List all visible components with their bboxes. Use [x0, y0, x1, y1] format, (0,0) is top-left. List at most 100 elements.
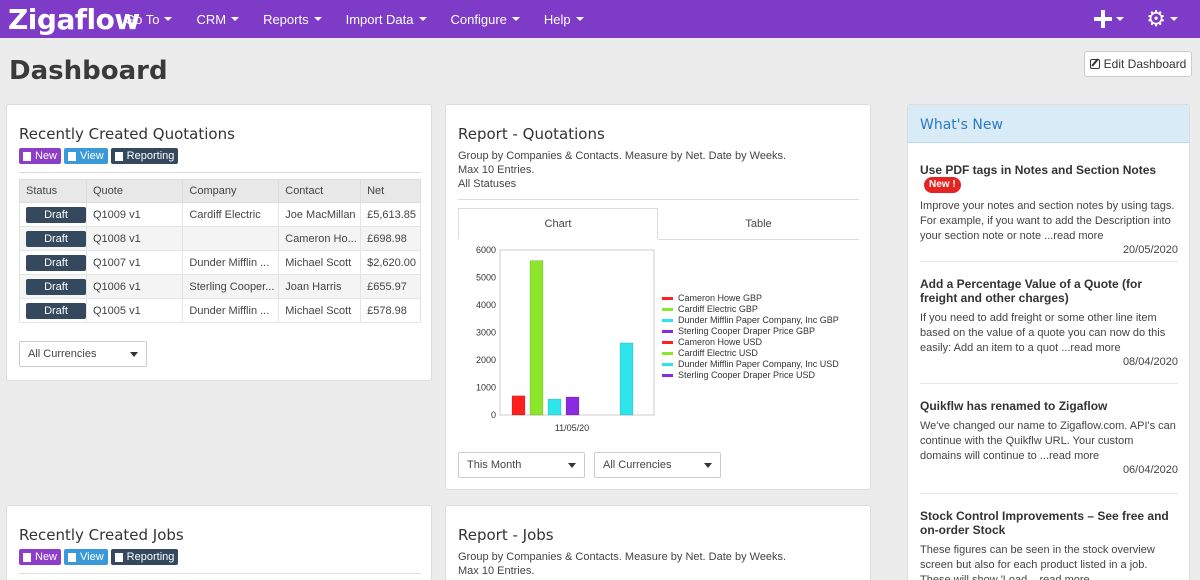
nav-configure-label: Configure: [450, 11, 507, 27]
nav-goto-label: Go To: [125, 11, 160, 27]
nav-reports-label: Reports: [263, 11, 309, 27]
whats-new-panel: What's New Use PDF tags in Notes and Sec…: [907, 104, 1190, 580]
gear-icon: ⚙: [1146, 6, 1166, 31]
cell-contact: Cameron Ho...: [278, 226, 362, 251]
zigaflow-logo[interactable]: Zigaflow: [8, 2, 140, 36]
reporting-label: Reporting: [126, 551, 175, 563]
news-body: If you need to add freight or some other…: [920, 312, 1166, 354]
news-item[interactable]: Stock Control Improvements – See free an…: [920, 509, 1178, 580]
recent-quotations-panel: Recently Created Quotations New View Rep…: [6, 104, 432, 381]
new-quotation-button[interactable]: New: [19, 148, 62, 164]
nav-import-data[interactable]: Import Data: [346, 12, 427, 27]
quotations-reporting-button[interactable]: Reporting: [110, 148, 179, 164]
nav-configure[interactable]: Configure: [451, 12, 520, 27]
settings-menu-button[interactable]: ⚙: [1146, 8, 1178, 30]
recent-jobs-panel: Recently Created Jobs New View Reporting: [6, 505, 432, 580]
y-tick-label: 0: [491, 410, 496, 420]
cell-net: £655.97: [360, 274, 421, 299]
chevron-down-icon: [418, 17, 427, 21]
divider: [920, 261, 1178, 262]
tab-table[interactable]: Table: [658, 208, 859, 239]
bar[interactable]: [565, 396, 580, 416]
divider: [458, 199, 859, 200]
cell-company: Sterling Cooper...: [182, 274, 280, 299]
cell-status: Draft: [19, 250, 87, 275]
legend-label: Dunder Mifflin Paper Company, Inc GBP: [678, 315, 839, 325]
news-item[interactable]: Use PDF tags in Notes and Section NotesN…: [920, 163, 1178, 256]
document-icon: [23, 552, 31, 562]
status-badge: Draft: [26, 230, 86, 247]
nav-help-label: Help: [543, 11, 571, 27]
chevron-down-icon: [511, 17, 520, 21]
nav-help[interactable]: Help: [544, 12, 584, 27]
news-item[interactable]: Quikflw has renamed to Zigaflow We've ch…: [920, 399, 1178, 476]
quotations-chart: 0 1000 2000 3000 4000 5000 6000 11/05/20 Camer…: [476, 245, 839, 433]
edit-dashboard-button[interactable]: Edit Dashboard: [1084, 51, 1192, 77]
news-title: Add a Percentage Value of a Quote (for f…: [920, 277, 1143, 305]
report-jobs-title: Report - Jobs: [458, 526, 554, 544]
news-title: Quikflw has renamed to Zigaflow: [920, 399, 1108, 413]
chevron-down-icon: [164, 17, 173, 21]
new-job-button[interactable]: New: [19, 549, 62, 565]
quotations-table: Status Quote Company Contact Net Draft Q1…: [19, 179, 421, 323]
bar[interactable]: [511, 395, 526, 416]
nav-goto[interactable]: Go To: [125, 11, 173, 27]
col-net[interactable]: Net: [360, 179, 421, 203]
view-label: View: [80, 150, 104, 162]
report-quotations-panel: Report - Quotations Group by Companies &…: [445, 104, 871, 490]
chevron-down-icon: [575, 17, 584, 21]
cell-quote: Q1009 v1: [85, 202, 184, 227]
nav-reports[interactable]: Reports: [263, 12, 322, 27]
add-menu-button[interactable]: [1094, 10, 1125, 28]
view-label: View: [80, 551, 104, 563]
tab-chart[interactable]: Chart: [458, 208, 658, 239]
cell-contact: Joe MacMillan: [278, 202, 362, 227]
col-quote[interactable]: Quote: [85, 179, 184, 203]
report-jobs-desc-line2: Max 10 Entries.: [458, 565, 535, 577]
cell-quote: Q1007 v1: [85, 250, 184, 275]
report-quotations-title: Report - Quotations: [458, 125, 605, 143]
bar[interactable]: [619, 342, 634, 416]
legend-swatch: [662, 352, 673, 355]
divider: [920, 493, 1178, 494]
table-row[interactable]: Draft Q1008 v1 Cameron Ho... £698.98: [19, 226, 421, 251]
col-company[interactable]: Company: [182, 179, 280, 203]
view-jobs-button[interactable]: View: [64, 549, 108, 565]
legend-label: Sterling Cooper Draper Price USD: [678, 370, 816, 380]
table-row[interactable]: Draft Q1005 v1 Dunder Mifflin ... Michael S…: [19, 298, 421, 323]
col-status[interactable]: Status: [19, 179, 87, 203]
legend-swatch: [662, 341, 673, 344]
report-jobs-desc-line1: Group by Companies & Contacts. Measure b…: [458, 551, 787, 563]
cell-net: £5,613.85: [360, 202, 421, 227]
bar[interactable]: [529, 260, 544, 416]
quotations-currency-select[interactable]: All Currencies: [19, 341, 147, 367]
cell-contact: Joan Harris: [278, 274, 362, 299]
news-date: 08/04/2020: [1122, 356, 1178, 368]
table-row[interactable]: Draft Q1007 v1 Dunder Mifflin ... Michael S…: [19, 250, 421, 275]
report-period-select[interactable]: This Month: [458, 452, 585, 478]
y-tick-label: 2000: [476, 355, 496, 365]
jobs-reporting-button[interactable]: Reporting: [110, 549, 179, 565]
divider: [920, 383, 1178, 384]
legend-label: Cameron Howe GBP: [678, 293, 762, 303]
table-row[interactable]: Draft Q1009 v1 Cardiff Electric Joe MacMill…: [19, 202, 421, 227]
bar[interactable]: [547, 398, 562, 416]
news-date: 06/04/2020: [1122, 464, 1178, 476]
cell-net: $2,620.00: [360, 250, 421, 275]
divider: [19, 172, 421, 173]
table-row[interactable]: Draft Q1006 v1 Sterling Cooper... Joan Harr…: [19, 274, 421, 299]
chevron-down-icon: [313, 17, 322, 21]
news-item[interactable]: Add a Percentage Value of a Quote (for f…: [920, 277, 1178, 368]
y-tick-label: 6000: [476, 245, 496, 255]
whats-new-title: What's New: [920, 117, 1003, 133]
y-tick-label: 4000: [476, 300, 496, 310]
view-quotations-button[interactable]: View: [64, 148, 108, 164]
legend-label: Cardiff Electric USD: [678, 348, 758, 358]
recent-jobs-title: Recently Created Jobs: [19, 526, 184, 544]
y-tick-label: 5000: [476, 273, 496, 283]
report-currency-select[interactable]: All Currencies: [594, 452, 721, 478]
nav-crm[interactable]: CRM: [196, 12, 240, 27]
col-contact[interactable]: Contact: [278, 179, 362, 203]
nav-import-data-label: Import Data: [345, 11, 414, 27]
legend-swatch: [662, 330, 673, 333]
